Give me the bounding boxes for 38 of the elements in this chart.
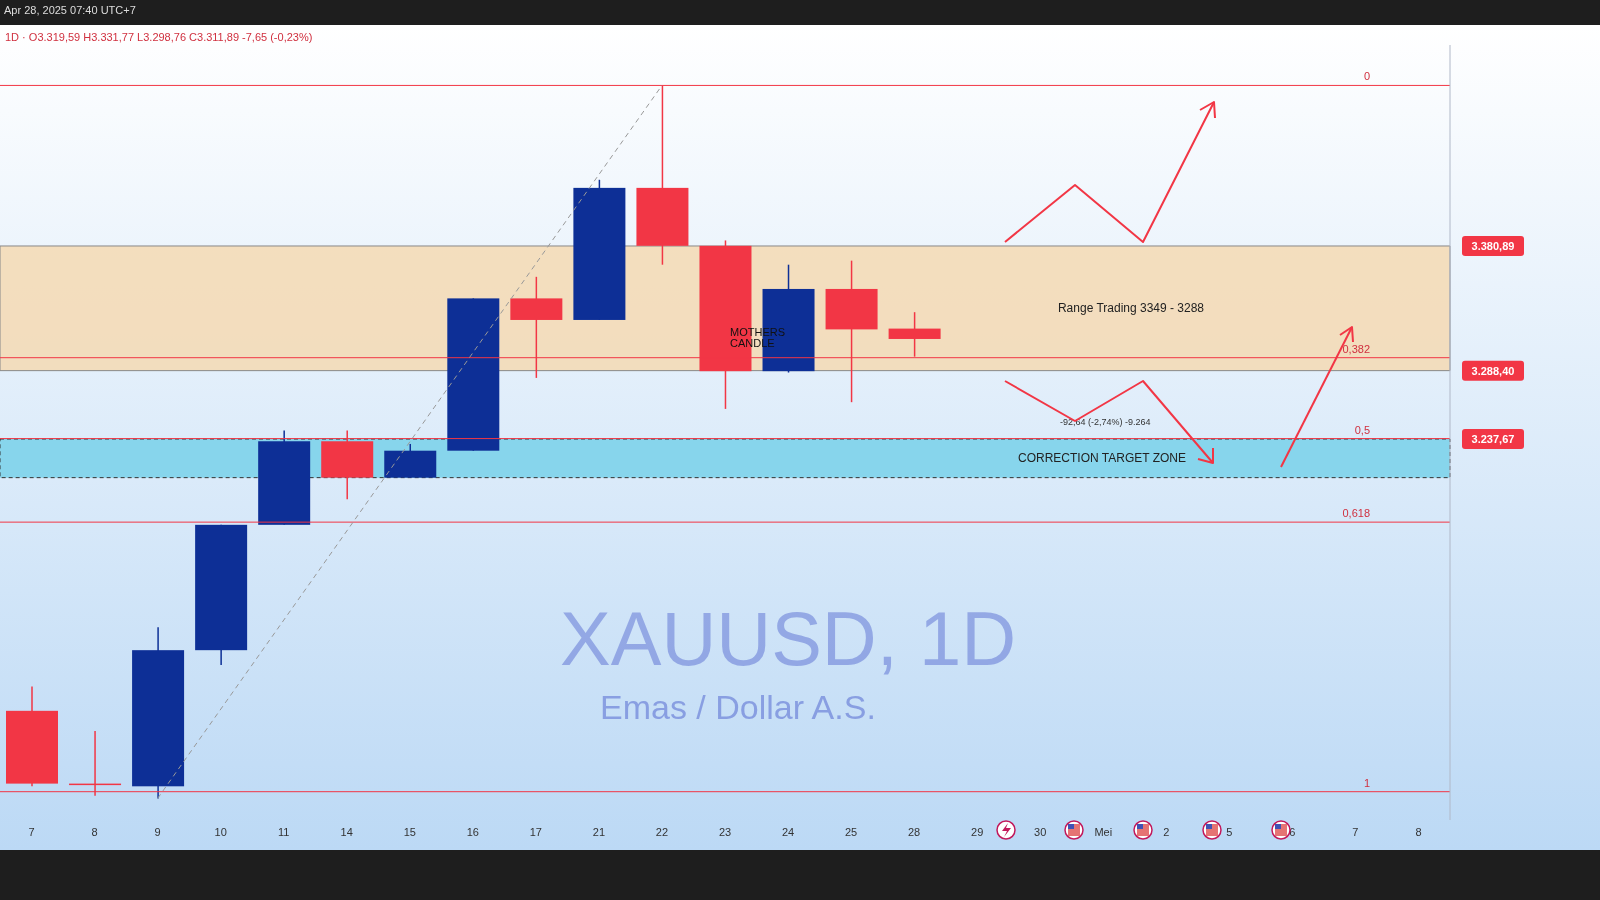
- x-tick-label: 25: [844, 825, 858, 838]
- x-tick-label: 21: [592, 825, 606, 838]
- x-tick-label: 8: [91, 825, 98, 838]
- x-tick-label: 14: [340, 825, 353, 838]
- text: Apr 28, 2025 07:40 UTC+7: [4, 4, 136, 16]
- annotation: Emas / Dollar A.S.: [600, 688, 876, 726]
- annotation: 1: [1363, 776, 1370, 789]
- x-tick-label: 23: [718, 825, 732, 838]
- x-tick-label: 22: [655, 825, 669, 838]
- x-tick-label: 15: [403, 825, 416, 838]
- x-tick-label: 29: [971, 825, 984, 838]
- x-tick-label: 28: [908, 825, 921, 838]
- y-tick-label: 3.380,89: [1471, 239, 1515, 252]
- chart-subtitle: 1D · O3.319,59 H3.331,77 L3.298,76 C3.311,89 -7,65 (-0,23%): [5, 31, 313, 43]
- annotation: 0,618: [1342, 507, 1370, 520]
- band-label: CORRECTION TARGET ZONE: [1017, 451, 1187, 466]
- text: XAUUSD, 1D: [560, 595, 1017, 682]
- x-tick-label: 10: [214, 825, 227, 838]
- x-tick-label: 7: [1352, 825, 1359, 838]
- x-tick-label: 11: [277, 825, 290, 838]
- x-tick-label: 17: [529, 825, 542, 838]
- annotation: 0,5: [1354, 423, 1370, 436]
- y-tick-label: 3.237,67: [1471, 433, 1515, 446]
- x-tick-label: 9: [154, 825, 161, 838]
- x-tick-label: 30: [1034, 825, 1047, 838]
- annotation: 0: [1363, 70, 1370, 83]
- x-tick-label: 2: [1163, 825, 1170, 838]
- x-tick-label: 7: [28, 825, 35, 838]
- band-label: Range Trading 3349 - 3288: [1057, 301, 1205, 316]
- x-tick-label: 5: [1226, 825, 1233, 838]
- x-tick-label: 16: [466, 825, 479, 838]
- annotation: 0,382: [1342, 342, 1370, 355]
- x-tick-label: Mei: [1094, 825, 1113, 838]
- y-tick-label: 3.288,40: [1471, 364, 1515, 377]
- annotation: -92,64 (-2,74%) -9.264: [1060, 417, 1151, 427]
- x-tick-label: 6: [1289, 825, 1296, 838]
- x-tick-label: 8: [1415, 825, 1422, 838]
- x-tick-label: 24: [781, 825, 795, 838]
